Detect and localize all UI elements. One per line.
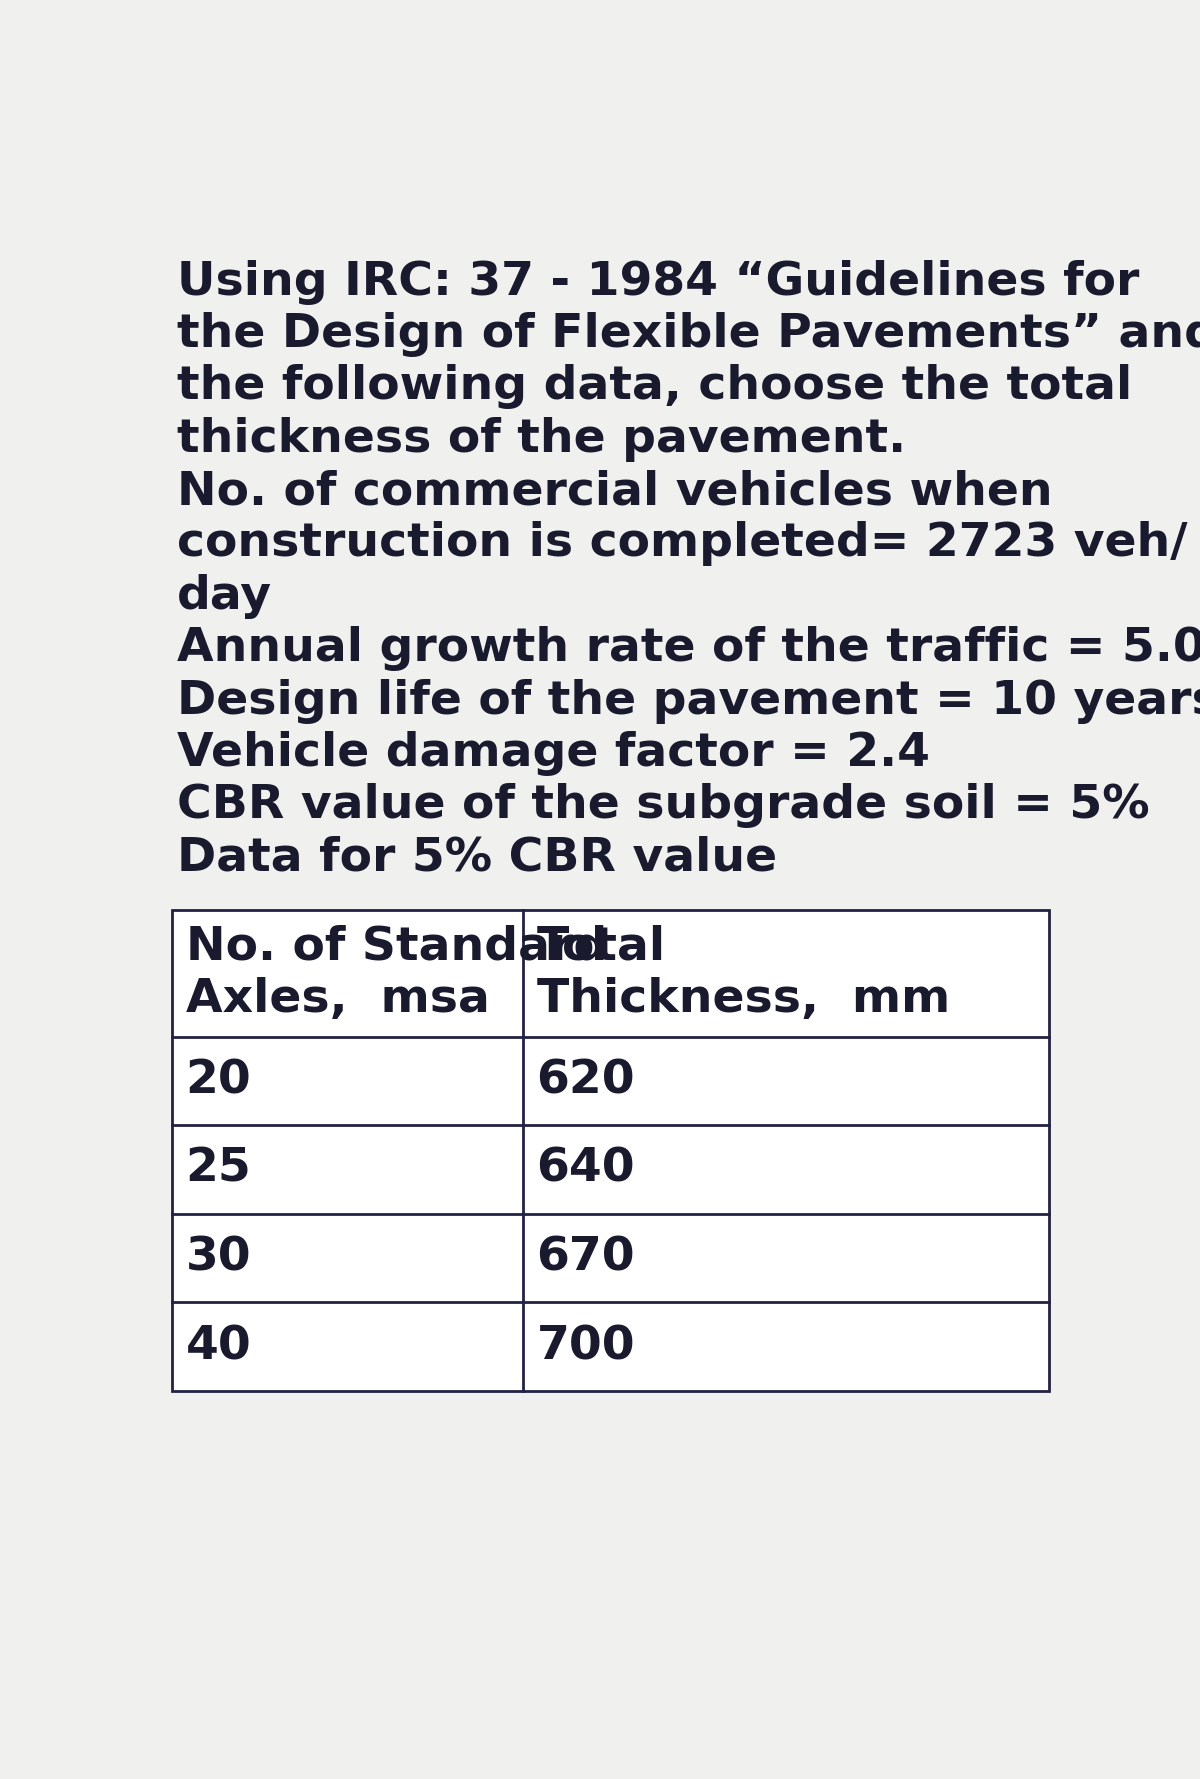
Text: Data for 5% CBR value: Data for 5% CBR value <box>178 836 778 881</box>
Text: Axles,  msa: Axles, msa <box>186 977 490 1023</box>
Text: CBR value of the subgrade soil = 5%: CBR value of the subgrade soil = 5% <box>178 783 1150 829</box>
Text: 670: 670 <box>536 1235 635 1281</box>
Text: Vehicle damage factor = 2.4: Vehicle damage factor = 2.4 <box>178 731 930 776</box>
Text: the Design of Flexible Pavements” and: the Design of Flexible Pavements” and <box>178 311 1200 358</box>
Text: Annual growth rate of the traffic = 5.0%: Annual growth rate of the traffic = 5.0% <box>178 626 1200 671</box>
Text: the following data, choose the total: the following data, choose the total <box>178 365 1133 409</box>
Text: 25: 25 <box>186 1147 252 1192</box>
Text: No. of Standard: No. of Standard <box>186 925 607 970</box>
Text: day: day <box>178 575 272 619</box>
Text: Design life of the pavement = 10 years: Design life of the pavement = 10 years <box>178 678 1200 724</box>
Text: 700: 700 <box>536 1324 635 1370</box>
Text: 640: 640 <box>536 1147 635 1192</box>
Text: 620: 620 <box>536 1059 635 1103</box>
Text: Using IRC: 37 - 1984 “Guidelines for: Using IRC: 37 - 1984 “Guidelines for <box>178 260 1140 304</box>
Bar <box>172 909 1049 1391</box>
Text: No. of commercial vehicles when: No. of commercial vehicles when <box>178 470 1052 514</box>
Text: construction is completed= 2723 veh/: construction is completed= 2723 veh/ <box>178 521 1188 566</box>
Text: Thickness,  mm: Thickness, mm <box>536 977 950 1023</box>
Text: thickness of the pavement.: thickness of the pavement. <box>178 416 906 463</box>
Text: Total: Total <box>536 925 666 970</box>
Text: 20: 20 <box>186 1059 252 1103</box>
Text: 40: 40 <box>186 1324 252 1370</box>
Text: 30: 30 <box>186 1235 251 1281</box>
